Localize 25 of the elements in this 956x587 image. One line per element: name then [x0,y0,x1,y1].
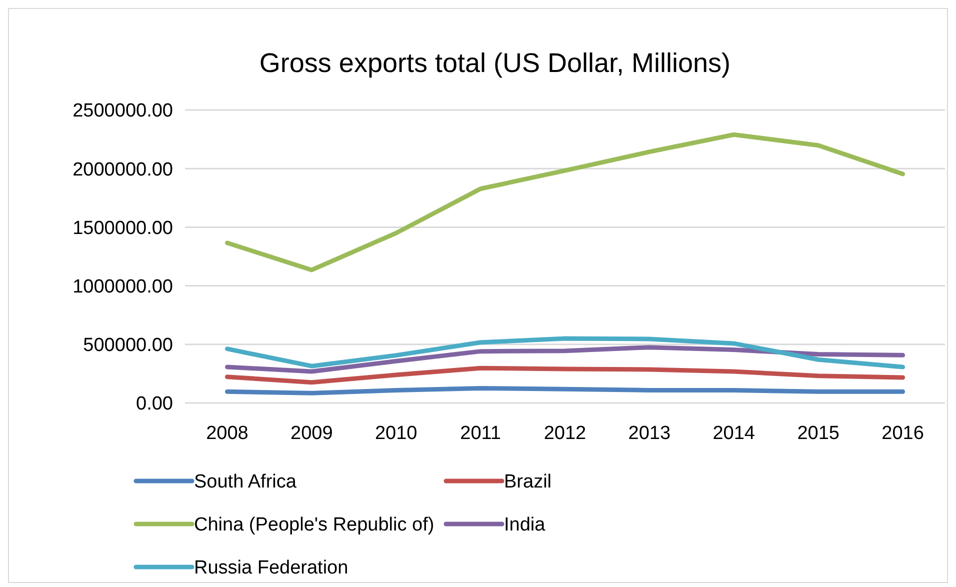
line-series [224,132,906,272]
chart-title: Gross exports total (US Dollar, Millions) [259,48,731,78]
x-tick-label: 2012 [544,423,586,444]
x-tick-label: 2008 [206,423,248,444]
legend-label: Brazil [504,472,552,493]
x-tick-label: 2013 [628,423,671,444]
x-tick-label: 2015 [797,423,840,444]
line-series [224,345,906,374]
legend-label: China (People's Republic of) [194,514,434,536]
y-tick-label: 0.00 [136,394,173,415]
line-series [224,366,906,385]
legend-label: India [504,514,546,536]
x-tick-label: 2014 [712,423,756,444]
y-tick-label: 1000000.00 [72,276,173,298]
y-tick-label: 2500000.00 [72,100,173,122]
x-tick-label: 2009 [290,423,333,444]
line-series [224,336,906,370]
legend-label: South Africa [194,472,297,493]
legend-label: Russia Federation [194,558,348,579]
y-tick-label: 500000.00 [83,335,173,356]
x-tick-label: 2011 [460,423,501,444]
x-tick-label: 2010 [374,423,418,444]
y-tick-label: 2000000.00 [72,159,173,180]
y-tick-label: 1500000.00 [72,218,173,239]
x-tick-label: 2016 [882,423,924,444]
